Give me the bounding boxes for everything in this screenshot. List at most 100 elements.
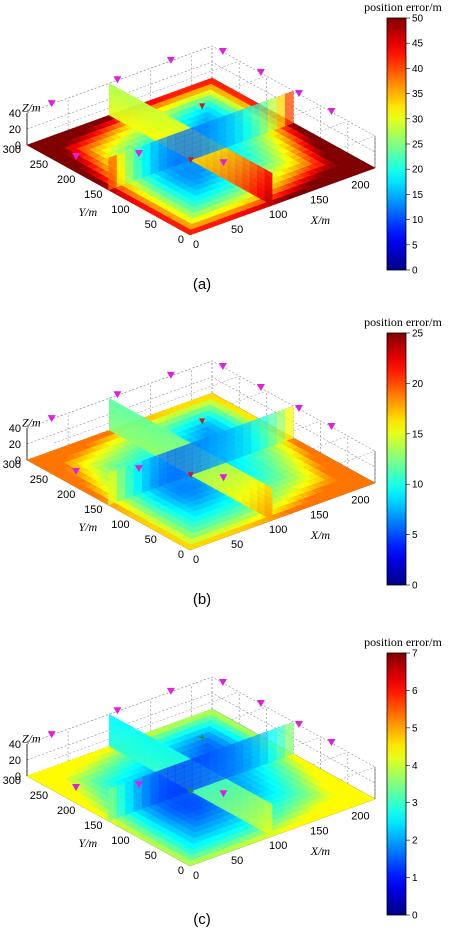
grid-line [26, 45, 376, 137]
anchor-marker [327, 739, 336, 746]
y-tick-label: 50 [145, 219, 157, 231]
y-tick-label: 250 [30, 474, 48, 486]
anchor-marker [134, 150, 143, 158]
anchor-marker [256, 384, 265, 391]
colorbar-tick-label: 5 [412, 530, 418, 541]
anchor-markers [47, 679, 336, 798]
colorbar-title: position error/m [364, 0, 442, 14]
surface-cell [204, 708, 219, 715]
y-tick-label: 300 [3, 775, 21, 787]
wall-cell [284, 90, 294, 100]
surface-cell [204, 77, 219, 84]
wall-cell [264, 799, 273, 810]
wall-cell [264, 168, 273, 179]
colorbar-tick-label: 0 [412, 911, 418, 922]
colorbar-scale [386, 17, 407, 271]
x-tick-label: 200 [351, 810, 369, 822]
panel-a: 05010015020005010015020025030002040X/mY/… [3, 0, 443, 293]
z-tick-label: 20 [9, 124, 21, 136]
x-axis-label: X/m [310, 528, 331, 542]
anchor-marker [113, 707, 122, 715]
colorbar-title: position error/m [364, 635, 442, 649]
x-tick-label: 0 [193, 239, 199, 251]
target-markers [187, 418, 206, 479]
z-tick-label: 0 [15, 771, 21, 783]
anchor-marker [134, 465, 143, 473]
y-tick-label: 0 [178, 234, 184, 246]
target-marker [187, 472, 194, 479]
z-axis-label: Z/m [22, 731, 41, 745]
colorbar-tick-label: 25 [412, 140, 424, 151]
z-tick-label: 40 [9, 423, 21, 435]
y-tick-label: 300 [3, 459, 21, 471]
target-markers [187, 103, 206, 164]
colorbar-scale [386, 652, 407, 916]
anchor-marker [47, 731, 56, 739]
colorbar-tick-label: 20 [412, 379, 424, 390]
anchor-marker [256, 700, 265, 707]
colorbar-tick-label: 50 [412, 14, 424, 25]
anchor-marker [294, 90, 303, 97]
z-tick-label: 0 [15, 140, 21, 152]
x-axis-label: X/m [310, 213, 331, 227]
x-tick-label: 100 [269, 524, 287, 536]
grid-line [26, 360, 376, 452]
y-tick-label: 50 [145, 850, 157, 862]
anchor-marker [327, 108, 336, 115]
y-tick-label: 150 [84, 189, 102, 201]
colorbar-tick-label: 25 [412, 329, 424, 340]
grid-line [26, 61, 376, 153]
anchor-marker [166, 687, 175, 695]
colorbar-tick-label: 10 [412, 215, 424, 226]
colorbar-tick-label: 30 [412, 114, 424, 125]
anchor-marker [72, 468, 81, 476]
colorbar-tick-label: 3 [412, 798, 418, 809]
panel-label: (c) [193, 911, 211, 928]
x-tick-label: 100 [269, 209, 287, 221]
anchor-marker [294, 405, 303, 412]
y-axis-label: Y/m [79, 836, 98, 850]
y-axis-label: Y/m [79, 520, 98, 534]
panel-label: (a) [193, 276, 211, 293]
anchor-marker [218, 48, 227, 55]
grid-line [54, 691, 240, 760]
z-tick-label: 40 [9, 739, 21, 751]
colorbar-tick-label: 1 [412, 873, 418, 884]
anchor-marker [219, 159, 228, 167]
anchor-marker [256, 69, 265, 76]
anchor-marker [113, 391, 122, 399]
grid-line [26, 376, 376, 468]
z-tick-label: 40 [9, 108, 21, 120]
anchor-marker [47, 415, 56, 423]
target-markers [187, 734, 206, 795]
x-tick-label: 150 [310, 509, 328, 521]
y-tick-label: 200 [57, 805, 75, 817]
anchor-marker [218, 679, 227, 686]
anchor-marker [113, 76, 122, 84]
slice-walls [108, 397, 294, 521]
colorbar-tick-label: 10 [412, 480, 424, 491]
y-tick-label: 100 [111, 204, 129, 216]
x-tick-label: 0 [193, 870, 199, 882]
y-tick-label: 0 [178, 549, 184, 561]
x-axis-label: X/m [310, 844, 331, 858]
colorbar-tick-label: 0 [412, 266, 418, 277]
x-tick-label: 50 [231, 224, 243, 236]
y-tick-label: 200 [57, 489, 75, 501]
colorbar-tick-label: 35 [412, 89, 424, 100]
wall-cell [284, 721, 294, 731]
colorbar-tick-label: 0 [412, 581, 418, 592]
anchor-marker [166, 56, 175, 64]
x-tick-label: 100 [269, 840, 287, 852]
anchor-marker [294, 721, 303, 728]
panel-b: 05010015020005010015020025030002040X/mY/… [3, 315, 443, 608]
x-tick-label: 150 [310, 194, 328, 206]
z-axis-label: Z/m [22, 100, 41, 114]
colorbar-tick-label: 15 [412, 429, 424, 440]
anchor-markers [47, 363, 336, 482]
target-marker [199, 103, 206, 110]
surface-cell [204, 392, 219, 399]
anchor-marker [72, 784, 81, 792]
